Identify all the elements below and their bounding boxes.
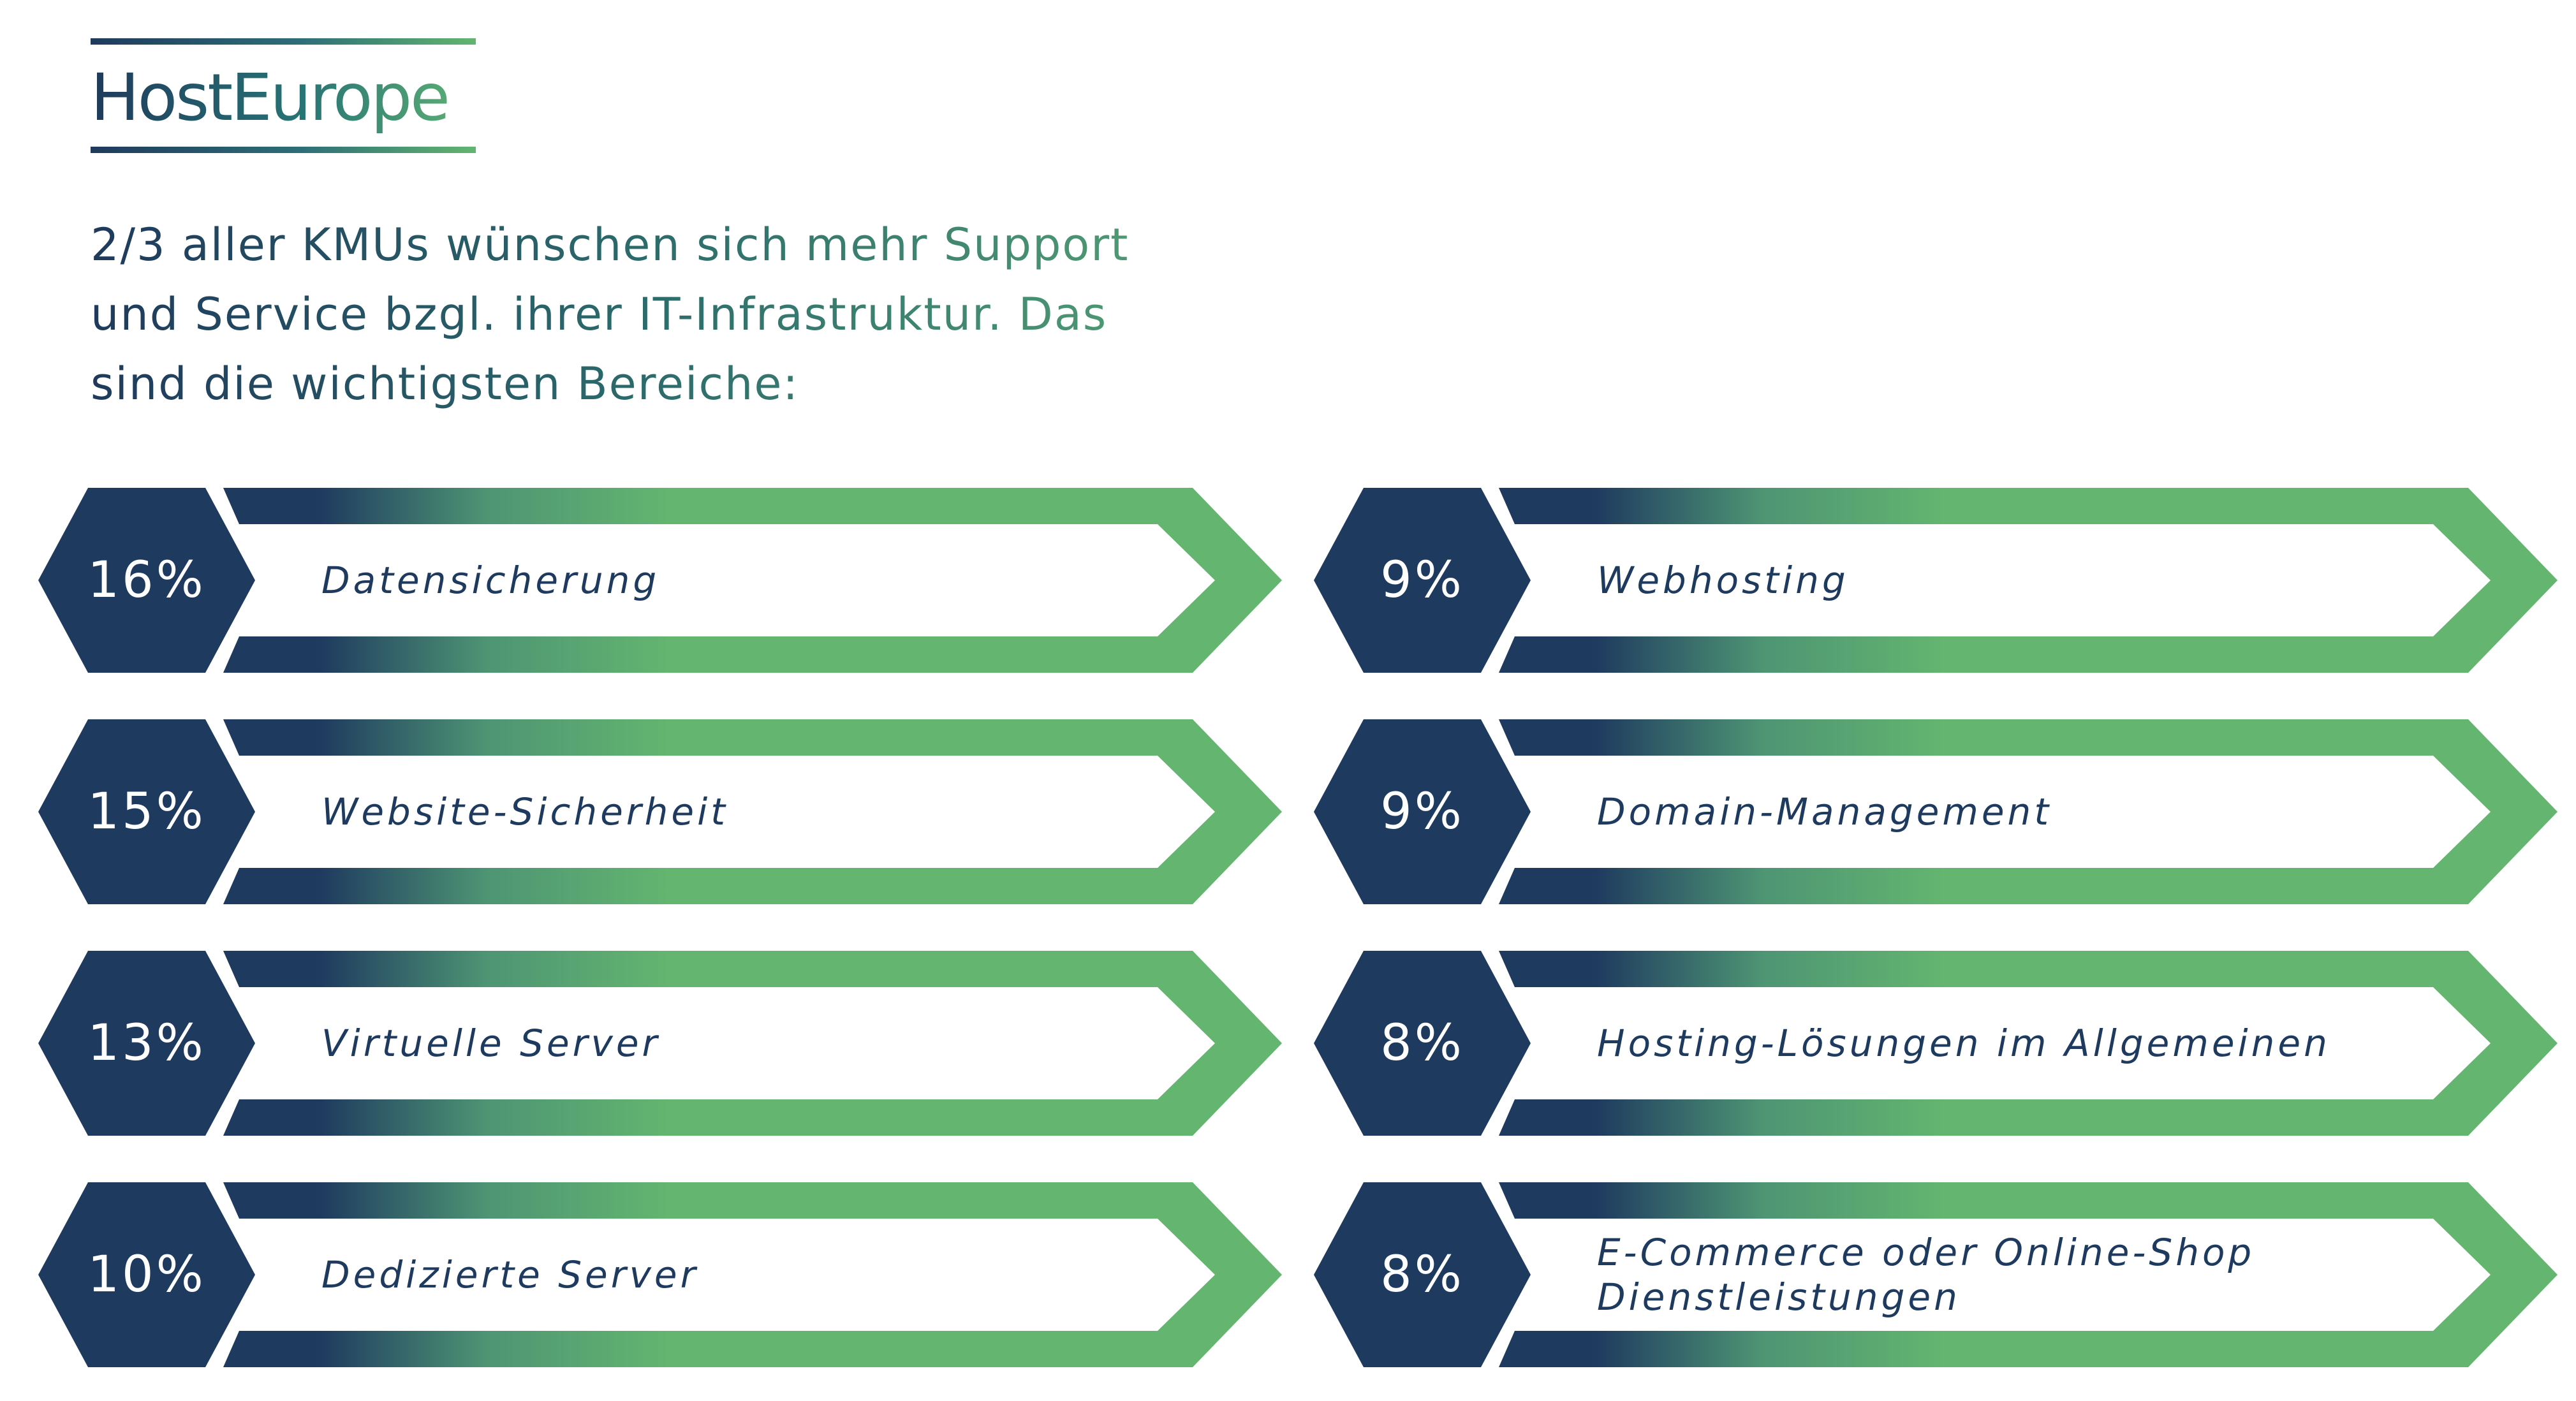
- hexagon-badge: [38, 951, 255, 1136]
- percent-value: 15%: [87, 783, 206, 840]
- headline: 2/3 aller KMUs wünschen sich mehr Suppor…: [91, 210, 1302, 419]
- hexagon-badge: [1314, 951, 1531, 1136]
- hexagon-badge: [1314, 719, 1531, 904]
- area-label: Dedizierte Server: [321, 1253, 699, 1296]
- area-label: E-Commerce oder Online-Shop Dienstleistu…: [1597, 1231, 2255, 1319]
- arrow-frame-icon: [38, 1182, 1282, 1367]
- headline-line-3: sind die wichtigsten Bereiche:: [91, 358, 799, 410]
- percent-value: 10%: [87, 1246, 206, 1303]
- hexagon-badge: [1314, 488, 1531, 673]
- area-item-hosting-loesungen: 8% Hosting-Lösungen im Allgemeinen: [1314, 951, 2564, 1136]
- hexagon-badge: [38, 488, 255, 673]
- arrow-frame-icon: [38, 951, 1282, 1136]
- percent-value: 9%: [1380, 783, 1464, 840]
- area-label: Webhosting: [1597, 559, 1849, 602]
- area-item-datensicherung: 16% Datensicherung: [38, 488, 1288, 673]
- host-europe-logo: HostEurope: [91, 38, 476, 154]
- hexagon-badge: [38, 719, 255, 904]
- chevron-band: [223, 951, 1282, 1136]
- logo-top-rule: [91, 38, 476, 45]
- area-item-virtuelle-server: 13% Virtuelle Server: [38, 951, 1288, 1136]
- area-item-domain-management: 9% Domain-Management: [1314, 719, 2564, 904]
- headline-line-2: und Service bzgl. ihrer IT-Infrastruktur…: [91, 288, 1108, 341]
- percent-value: 9%: [1380, 552, 1464, 609]
- chevron-band: [223, 719, 1282, 904]
- area-item-website-sicherheit: 15% Website-Sicherheit: [38, 719, 1288, 904]
- hexagon-badge: [1314, 1182, 1531, 1367]
- arrow-frame-icon: [38, 488, 1282, 673]
- chevron-band: [1499, 1182, 2558, 1367]
- arrow-frame-icon: [38, 719, 1282, 904]
- chevron-band: [1499, 488, 2558, 673]
- area-label: Website-Sicherheit: [321, 790, 728, 833]
- arrow-frame-icon: [1314, 488, 2558, 673]
- area-label: Virtuelle Server: [321, 1022, 661, 1065]
- hexagon-badge: [38, 1182, 255, 1367]
- chevron-band: [1499, 719, 2558, 904]
- chevron-band: [1499, 951, 2558, 1136]
- area-item-dedizierte-server: 10% Dedizierte Server: [38, 1182, 1288, 1367]
- arrow-frame-icon: [1314, 951, 2558, 1136]
- area-label: Domain-Management: [1597, 790, 2052, 833]
- chevron-band: [223, 1182, 1282, 1367]
- logo-wordmark: HostEurope: [91, 60, 476, 136]
- headline-line-1: 2/3 aller KMUs wünschen sich mehr Suppor…: [91, 219, 1130, 271]
- area-item-e-commerce: 8% E-Commerce oder Online-Shop Dienstlei…: [1314, 1182, 2564, 1367]
- area-item-webhosting: 9% Webhosting: [1314, 488, 2564, 673]
- percent-value: 13%: [87, 1015, 206, 1072]
- arrow-frame-icon: [1314, 1182, 2558, 1367]
- area-label: Hosting-Lösungen im Allgemeinen: [1597, 1022, 2330, 1065]
- percent-value: 16%: [87, 552, 206, 609]
- logo-bottom-rule: [91, 147, 476, 153]
- percent-value: 8%: [1380, 1246, 1464, 1303]
- chevron-band: [223, 488, 1282, 673]
- area-label: Datensicherung: [321, 559, 660, 602]
- arrow-frame-icon: [1314, 719, 2558, 904]
- percent-value: 8%: [1380, 1015, 1464, 1072]
